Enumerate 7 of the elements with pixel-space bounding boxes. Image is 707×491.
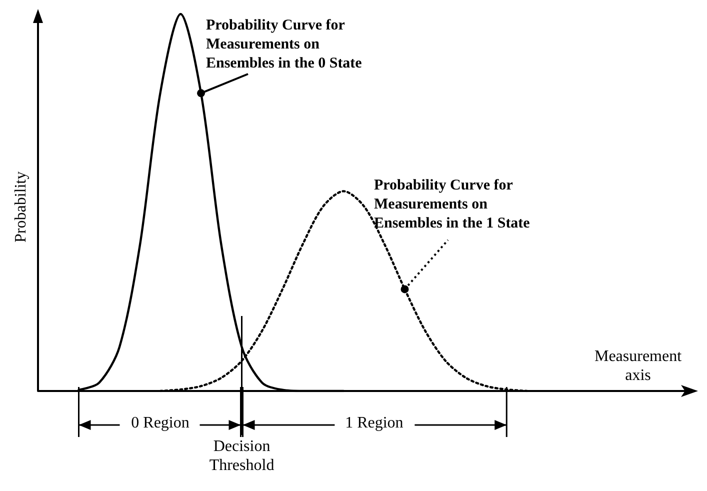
y-axis-title: Probability [12,171,30,242]
text: Decision Threshold [209,438,274,474]
x-axis-title: Measurement axis [594,348,682,384]
series-label: Probability Curve for Measurements on Ensembles in the 1 State [374,178,530,232]
text: 1 Region [345,414,404,432]
text: 0 Region [131,414,190,432]
series-label: Probability Curve for Measurements on Ensembles in the 0 State [206,18,362,72]
